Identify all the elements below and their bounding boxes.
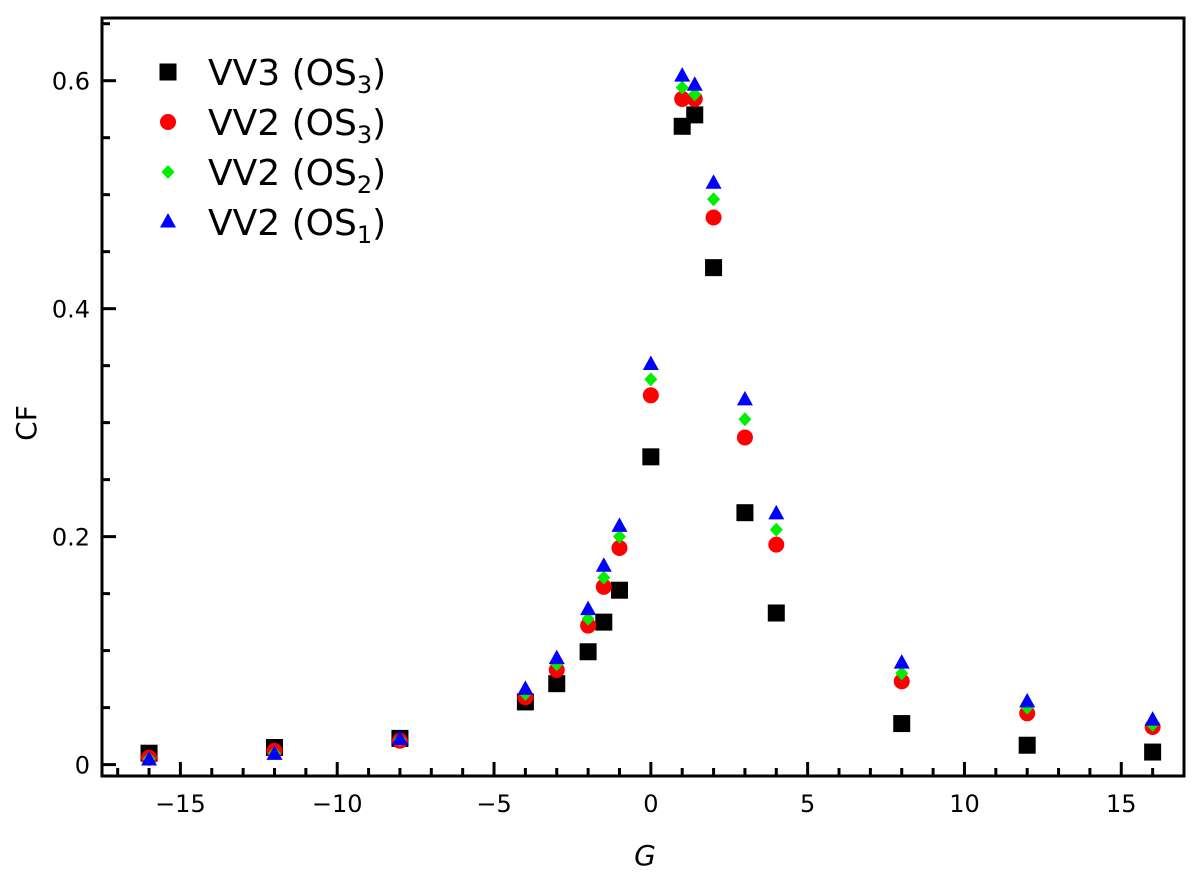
data-point: [686, 76, 703, 91]
data-point: [707, 192, 721, 207]
data-point: [674, 90, 691, 107]
y-tick-label: 0.6: [52, 68, 90, 96]
data-point: [580, 600, 597, 616]
data-point: [736, 504, 754, 522]
axis-ticks: −15 −10 −5 0 5 10 15 0 0.2 0.4 0.6: [52, 22, 1186, 818]
legend: VV3 (OS3)VV2 (OS3)VV2 (OS2)VV2 (OS1): [159, 53, 386, 249]
data-point: [768, 536, 785, 553]
data-point: [548, 649, 565, 665]
data-point: [736, 390, 753, 406]
data-point: [595, 613, 613, 631]
x-tick-label: 0: [643, 790, 658, 818]
legend-marker: [160, 213, 176, 228]
data-point: [610, 581, 628, 599]
data-point: [768, 504, 785, 520]
data-point: [1144, 711, 1161, 726]
x-tick-label: −15: [155, 790, 206, 818]
x-tick-label: 15: [1106, 790, 1137, 818]
data-point: [675, 80, 689, 95]
data-point: [548, 675, 566, 693]
data-point: [705, 259, 723, 277]
x-axis-title: G: [634, 839, 656, 872]
data-point: [1018, 736, 1036, 754]
data-point: [141, 751, 158, 766]
data-point: [266, 745, 283, 760]
data-point: [686, 106, 704, 124]
data-point: [581, 611, 595, 626]
x-tick-label: 5: [800, 790, 815, 818]
data-point: [595, 557, 612, 572]
data-point: [674, 67, 691, 82]
series-4: [141, 67, 1161, 766]
data-point: [595, 578, 612, 595]
data-point: [1019, 692, 1036, 708]
data-point: [642, 448, 660, 466]
data-point: [688, 87, 702, 102]
data-point: [736, 429, 753, 446]
legend-label: VV2 (OS2): [208, 153, 386, 199]
data-point: [767, 604, 785, 622]
data-point: [579, 643, 597, 661]
legend-marker: [159, 63, 177, 81]
y-tick-label: 0: [75, 752, 90, 780]
legend-label: VV3 (OS3): [208, 53, 386, 99]
data-point: [738, 412, 752, 427]
data-points: [140, 67, 1162, 766]
data-point: [705, 174, 722, 189]
data-point: [611, 540, 628, 557]
data-point: [611, 517, 628, 532]
legend-label: VV2 (OS3): [208, 103, 386, 149]
x-tick-label: −5: [476, 790, 511, 818]
data-point: [391, 730, 408, 746]
legend-marker: [160, 114, 176, 130]
data-point: [893, 654, 910, 669]
data-point: [705, 209, 722, 226]
legend-marker: [161, 165, 175, 179]
x-tick-label: 10: [949, 790, 980, 818]
data-point: [612, 529, 626, 544]
x-tick-label: −10: [312, 790, 363, 818]
y-axis-title: CF: [10, 405, 43, 441]
data-point: [1144, 743, 1162, 761]
plot-frame: [100, 16, 1186, 778]
data-point: [642, 355, 659, 371]
data-point: [769, 522, 783, 537]
data-point: [517, 680, 534, 695]
data-point: [644, 372, 658, 387]
data-point: [893, 673, 910, 690]
y-tick-label: 0.4: [52, 296, 90, 324]
data-point: [895, 666, 909, 681]
data-point: [642, 387, 659, 404]
data-point: [893, 715, 911, 733]
data-point: [597, 570, 611, 585]
legend-label: VV2 (OS1): [208, 203, 386, 249]
y-tick-label: 0.2: [52, 524, 90, 552]
